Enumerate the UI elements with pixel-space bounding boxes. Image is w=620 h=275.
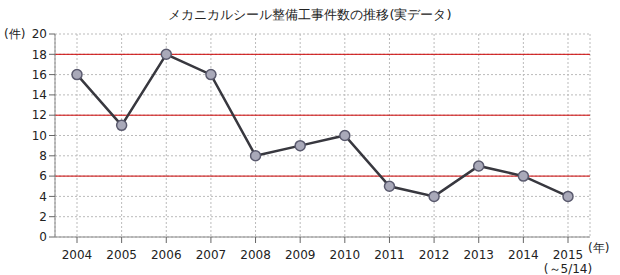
svg-text:2006: 2006 — [151, 248, 182, 262]
svg-text:2009: 2009 — [285, 248, 316, 262]
svg-text:20: 20 — [32, 27, 47, 41]
svg-text:2014: 2014 — [508, 248, 539, 262]
svg-text:2: 2 — [39, 210, 47, 224]
svg-text:4: 4 — [39, 190, 47, 204]
svg-text:2008: 2008 — [240, 248, 271, 262]
svg-text:2007: 2007 — [196, 248, 227, 262]
svg-text:2005: 2005 — [106, 248, 137, 262]
svg-text:2013: 2013 — [463, 248, 494, 262]
svg-text:2012: 2012 — [419, 248, 450, 262]
html-text:(年): (年) — [588, 241, 610, 255]
svg-text:8: 8 — [39, 149, 47, 163]
svg-text:2004: 2004 — [62, 248, 93, 262]
svg-text:14: 14 — [32, 88, 47, 102]
svg-text:2011: 2011 — [374, 248, 405, 262]
svg-text:16: 16 — [32, 68, 47, 82]
html-text:メカニカルシール整備工事件数の推移(実データ): メカニカルシール整備工事件数の推移(実データ) — [168, 7, 452, 22]
svg-text:0: 0 — [39, 230, 47, 244]
html-text:(件): (件) — [4, 27, 26, 41]
svg-text:2015(～5/14): 2015(～5/14) — [544, 248, 592, 275]
svg-text:12: 12 — [32, 108, 47, 122]
svg-text:10: 10 — [32, 129, 47, 143]
svg-text:18: 18 — [32, 48, 47, 62]
svg-text:6: 6 — [39, 169, 47, 183]
svg-text:2010: 2010 — [330, 248, 361, 262]
